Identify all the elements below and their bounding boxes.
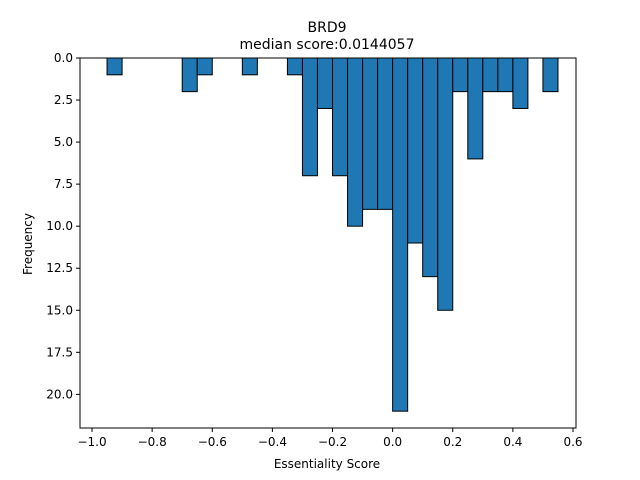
histogram-bar <box>512 57 529 109</box>
x-tick-label: −0.8 <box>138 435 167 449</box>
histogram-bar <box>497 57 514 93</box>
histogram-bar <box>362 57 379 210</box>
y-tick-label: 17.5 <box>46 345 73 359</box>
histogram-bar <box>422 57 439 278</box>
y-tick-label: 7.5 <box>54 177 73 191</box>
y-tick-label: 12.5 <box>46 261 73 275</box>
chart-subtitle: median score:0.0144057 <box>240 37 415 53</box>
histogram-bar <box>452 57 469 93</box>
y-tick-label: 20.0 <box>46 387 73 401</box>
histogram-bar <box>407 57 424 244</box>
histogram-bar <box>301 57 318 177</box>
histogram-bar <box>286 57 303 76</box>
y-tick-label: 2.5 <box>54 93 73 107</box>
x-tick-label: 0.4 <box>503 435 522 449</box>
x-tick-label: 0.6 <box>563 435 582 449</box>
y-tick-label: 15.0 <box>46 303 73 317</box>
bars-group <box>106 57 559 412</box>
x-tick-label: 0.0 <box>383 435 402 449</box>
histogram-bar <box>316 57 334 109</box>
histogram-bar <box>332 57 349 177</box>
histogram-bar <box>392 57 409 412</box>
y-axis-ticks: 0.0 2.5 5.0 7.5 10.0 12.5 15.0 17.5 20.0 <box>46 51 80 401</box>
histogram-bar <box>482 57 499 93</box>
x-tick-label: −0.6 <box>198 435 227 449</box>
plot-frame <box>79 57 577 429</box>
x-axis-label: Essentiality Score <box>274 457 380 471</box>
y-tick-label: 10.0 <box>46 219 73 233</box>
histogram-bar <box>467 57 484 160</box>
histogram-bar <box>377 57 394 210</box>
x-tick-label: 0.2 <box>443 435 462 449</box>
histogram-bar <box>347 57 364 227</box>
y-tick-label: 0.0 <box>54 51 73 65</box>
x-tick-label: −0.2 <box>318 435 347 449</box>
x-tick-label: −0.4 <box>258 435 287 449</box>
histogram-bar <box>196 57 213 76</box>
y-axis-label: Frequency <box>21 213 35 275</box>
histogram-bar <box>181 57 198 93</box>
chart-title: BRD9 <box>307 20 346 36</box>
x-axis-ticks: −1.0 −0.8 −0.6 −0.4 −0.2 0.0 0.2 0.4 0.6 <box>77 428 583 449</box>
histogram-bar <box>106 57 123 76</box>
histogram-bar <box>241 57 258 76</box>
histogram-bar <box>542 57 559 93</box>
y-tick-label: 5.0 <box>54 135 73 149</box>
histogram-bar <box>437 57 454 311</box>
x-tick-label: −1.0 <box>77 435 106 449</box>
